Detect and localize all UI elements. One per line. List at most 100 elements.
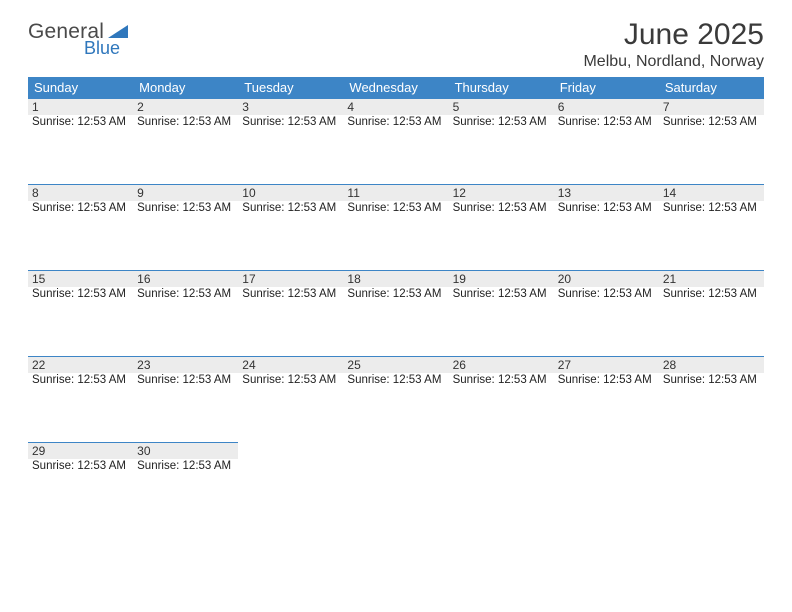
day-cell: 5Sunrise: 12:53 AM [449,98,554,184]
day-number: 30 [133,443,238,459]
day-number: 28 [659,357,764,373]
day-cell: 29Sunrise: 12:53 AM [28,442,133,528]
calendar-grid: SundayMondayTuesdayWednesdayThursdayFrid… [28,77,764,528]
sunrise-text: Sunrise: 12:53 AM [133,459,238,472]
dow-cell: Saturday [659,77,764,98]
sunrise-text: Sunrise: 12:53 AM [554,201,659,214]
day-number: 6 [554,99,659,115]
sunrise-text: Sunrise: 12:53 AM [449,373,554,386]
sunrise-text: Sunrise: 12:53 AM [659,373,764,386]
day-number: 13 [554,185,659,201]
dow-cell: Monday [133,77,238,98]
empty-day [343,442,448,528]
day-number: 22 [28,357,133,373]
day-number: 18 [343,271,448,287]
month-title: June 2025 [583,18,764,52]
day-number: 1 [28,99,133,115]
dow-cell: Friday [554,77,659,98]
day-cell: 4Sunrise: 12:53 AM [343,98,448,184]
day-number: 16 [133,271,238,287]
week-row: 1Sunrise: 12:53 AM2Sunrise: 12:53 AM3Sun… [28,98,764,184]
sunrise-text: Sunrise: 12:53 AM [554,287,659,300]
day-number: 12 [449,185,554,201]
sunrise-text: Sunrise: 12:53 AM [659,201,764,214]
day-cell: 12Sunrise: 12:53 AM [449,184,554,270]
day-number: 8 [28,185,133,201]
header: General Blue June 2025 Melbu, Nordland, … [28,18,764,71]
day-cell: 23Sunrise: 12:53 AM [133,356,238,442]
sunrise-text: Sunrise: 12:53 AM [28,115,133,128]
day-number: 20 [554,271,659,287]
sunrise-text: Sunrise: 12:53 AM [343,287,448,300]
day-cell: 1Sunrise: 12:53 AM [28,98,133,184]
day-of-week-header: SundayMondayTuesdayWednesdayThursdayFrid… [28,77,764,98]
day-number: 4 [343,99,448,115]
title-block: June 2025 Melbu, Nordland, Norway [583,18,764,71]
week-row: 29Sunrise: 12:53 AM30Sunrise: 12:53 AM [28,442,764,528]
empty-day [554,442,659,528]
sunrise-text: Sunrise: 12:53 AM [238,373,343,386]
sunrise-text: Sunrise: 12:53 AM [343,201,448,214]
day-cell: 22Sunrise: 12:53 AM [28,356,133,442]
empty-day [238,442,343,528]
sunrise-text: Sunrise: 12:53 AM [238,115,343,128]
sunrise-text: Sunrise: 12:53 AM [238,201,343,214]
day-number: 9 [133,185,238,201]
day-number: 21 [659,271,764,287]
day-cell: 19Sunrise: 12:53 AM [449,270,554,356]
day-cell: 10Sunrise: 12:53 AM [238,184,343,270]
day-cell: 13Sunrise: 12:53 AM [554,184,659,270]
week-row: 8Sunrise: 12:53 AM9Sunrise: 12:53 AM10Su… [28,184,764,270]
day-number: 27 [554,357,659,373]
day-cell: 14Sunrise: 12:53 AM [659,184,764,270]
day-number: 10 [238,185,343,201]
day-number: 25 [343,357,448,373]
day-cell: 7Sunrise: 12:53 AM [659,98,764,184]
dow-cell: Thursday [449,77,554,98]
sunrise-text: Sunrise: 12:53 AM [659,115,764,128]
sunrise-text: Sunrise: 12:53 AM [554,115,659,128]
day-number: 14 [659,185,764,201]
sunrise-text: Sunrise: 12:53 AM [28,459,133,472]
sunrise-text: Sunrise: 12:53 AM [28,373,133,386]
day-number: 15 [28,271,133,287]
weeks-container: 1Sunrise: 12:53 AM2Sunrise: 12:53 AM3Sun… [28,98,764,528]
day-number: 7 [659,99,764,115]
sunrise-text: Sunrise: 12:53 AM [28,287,133,300]
day-number: 11 [343,185,448,201]
week-row: 15Sunrise: 12:53 AM16Sunrise: 12:53 AM17… [28,270,764,356]
sunrise-text: Sunrise: 12:53 AM [133,287,238,300]
sunrise-text: Sunrise: 12:53 AM [133,373,238,386]
empty-day [659,442,764,528]
day-cell: 30Sunrise: 12:53 AM [133,442,238,528]
day-number: 17 [238,271,343,287]
day-cell: 8Sunrise: 12:53 AM [28,184,133,270]
day-cell: 24Sunrise: 12:53 AM [238,356,343,442]
day-number: 29 [28,443,133,459]
day-number: 26 [449,357,554,373]
day-number: 5 [449,99,554,115]
location-subtitle: Melbu, Nordland, Norway [583,53,764,71]
sunrise-text: Sunrise: 12:53 AM [238,287,343,300]
sunrise-text: Sunrise: 12:53 AM [659,287,764,300]
day-cell: 27Sunrise: 12:53 AM [554,356,659,442]
sunrise-text: Sunrise: 12:53 AM [449,287,554,300]
day-cell: 2Sunrise: 12:53 AM [133,98,238,184]
sunrise-text: Sunrise: 12:53 AM [28,201,133,214]
dow-cell: Sunday [28,77,133,98]
day-cell: 17Sunrise: 12:53 AM [238,270,343,356]
day-cell: 18Sunrise: 12:53 AM [343,270,448,356]
day-cell: 3Sunrise: 12:53 AM [238,98,343,184]
sunrise-text: Sunrise: 12:53 AM [343,373,448,386]
sunrise-text: Sunrise: 12:53 AM [449,201,554,214]
day-cell: 15Sunrise: 12:53 AM [28,270,133,356]
day-number: 23 [133,357,238,373]
day-cell: 25Sunrise: 12:53 AM [343,356,448,442]
sunrise-text: Sunrise: 12:53 AM [343,115,448,128]
empty-day [449,442,554,528]
day-cell: 16Sunrise: 12:53 AM [133,270,238,356]
day-number: 24 [238,357,343,373]
sunrise-text: Sunrise: 12:53 AM [133,115,238,128]
day-number: 19 [449,271,554,287]
dow-cell: Tuesday [238,77,343,98]
